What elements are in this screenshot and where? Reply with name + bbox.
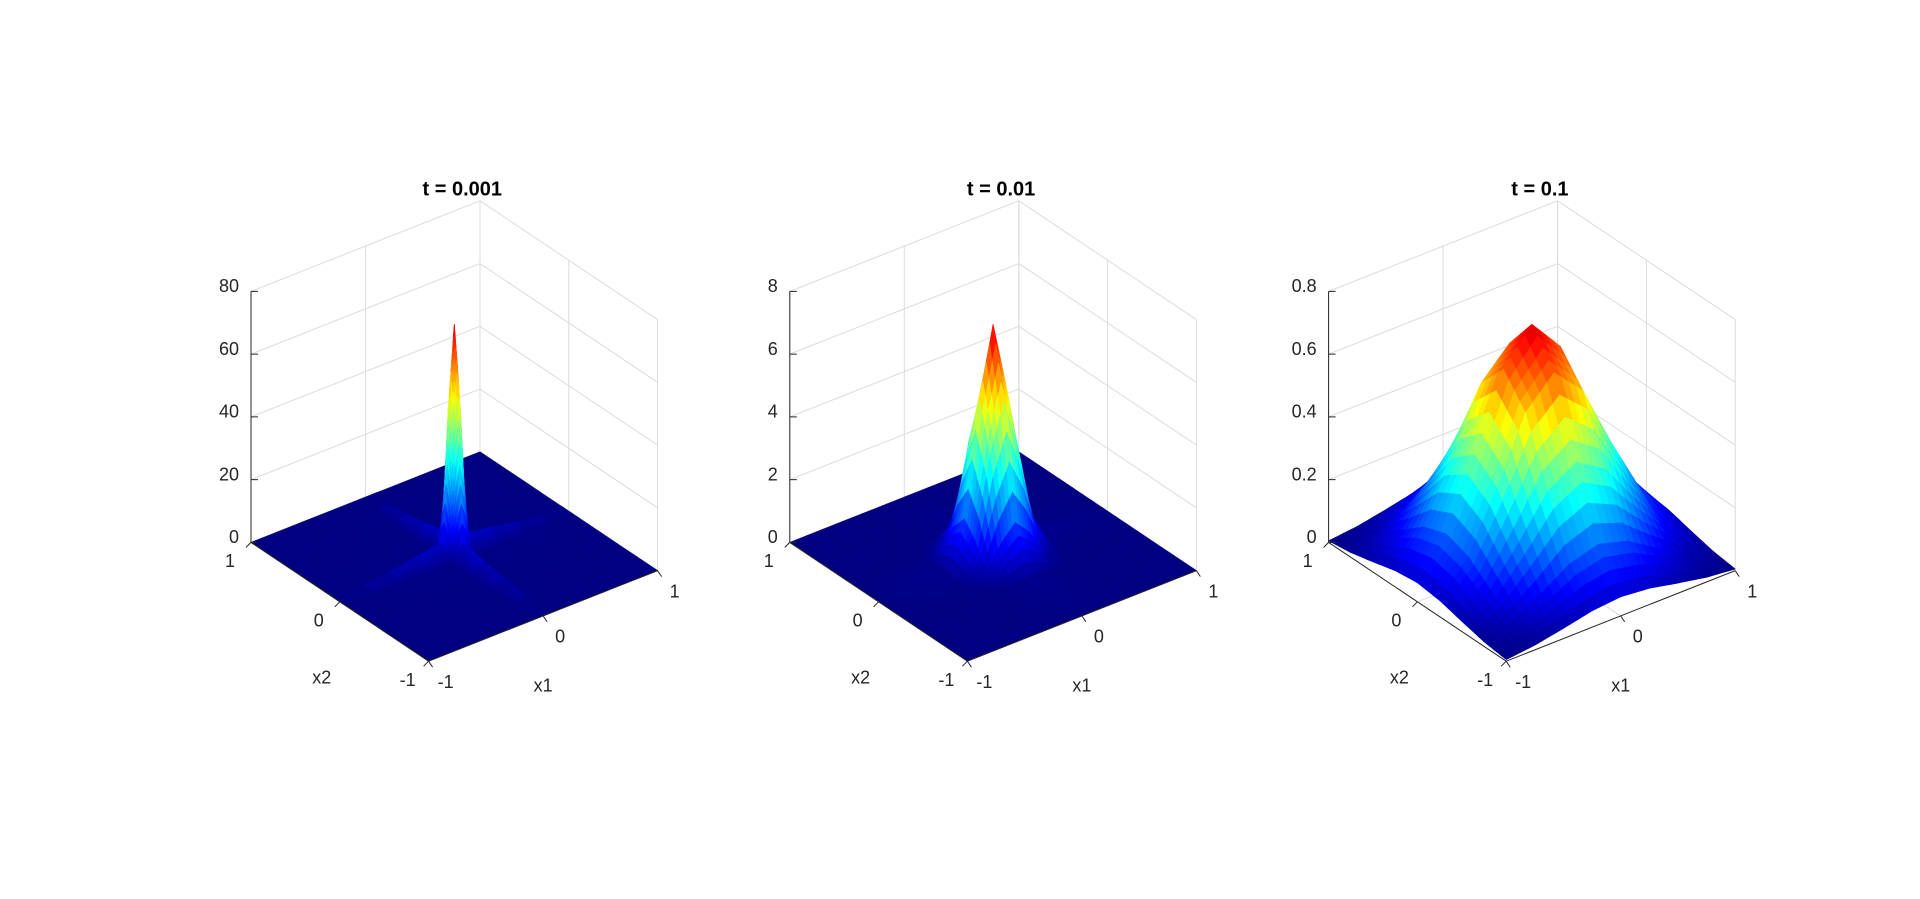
z-tick-label: 40 (219, 402, 239, 422)
subplot: 0 20 40 60 80 -1 0 1 -1 0 1 x1 x2 t = 0.001 (219, 178, 680, 695)
z-tick-label: 6 (768, 339, 778, 359)
y-tick-label: 1 (225, 551, 235, 571)
z-tick-label: 20 (219, 464, 239, 484)
chart-title: t = 0.1 (1511, 178, 1568, 200)
chart-title: t = 0.01 (967, 178, 1035, 200)
z-tick-label: 60 (219, 339, 239, 359)
x-tick-label: 1 (1208, 581, 1218, 601)
y-tick-label: 1 (1303, 551, 1313, 571)
x-tick (1505, 660, 1511, 668)
x-tick-label: 0 (1633, 627, 1643, 647)
y-tick (423, 660, 429, 667)
z-tick-label: 80 (219, 276, 239, 296)
y-tick (1500, 660, 1507, 667)
x-tick (1195, 570, 1201, 577)
x-tick (657, 570, 663, 577)
x-tick (428, 660, 434, 668)
z-tick-label: 0.4 (1292, 402, 1317, 422)
y-tick-label: 0 (314, 611, 324, 631)
x-tick-label: 0 (1094, 627, 1104, 647)
x-tick-label: -1 (976, 672, 992, 692)
z-tick-label: 0 (229, 527, 239, 547)
y-tick (784, 542, 791, 548)
surface-patch (1500, 650, 1514, 660)
z-tick-label: 8 (768, 276, 778, 296)
x-tick-label: 0 (555, 627, 565, 647)
subplot: 0 0.2 0.4 0.6 0.8 -1 0 1 -1 0 1 x1 x2 t = 0.1 (1292, 178, 1758, 695)
y-tick (334, 601, 341, 608)
y-axis-label: x2 (312, 668, 331, 688)
x-tick-label: -1 (438, 672, 454, 692)
z-tick-label: 2 (768, 464, 778, 484)
x-tick (1734, 570, 1740, 577)
subplot: 0 2 4 6 8 -1 0 1 -1 0 1 x1 x2 t = 0.01 (764, 178, 1219, 695)
x-axis-label: x1 (534, 676, 553, 696)
x-axis-label: x1 (1072, 676, 1091, 696)
y-axis-label: x2 (1390, 668, 1409, 688)
y-tick-label: 1 (764, 551, 774, 571)
x-tick-label: 1 (670, 581, 680, 601)
z-tick-label: 4 (768, 402, 778, 422)
x-tick (1620, 615, 1626, 623)
x-tick-label: 1 (1747, 581, 1757, 601)
z-tick-label: 0.2 (1292, 464, 1317, 484)
x-tick (542, 615, 548, 623)
y-tick (873, 601, 879, 608)
x-axis-label: x1 (1611, 676, 1630, 696)
y-tick-label: -1 (938, 670, 954, 690)
z-tick-label: 0.6 (1292, 339, 1317, 359)
y-axis-label: x2 (851, 668, 870, 688)
y-tick-label: 0 (1391, 611, 1401, 631)
y-tick-label: -1 (1477, 670, 1493, 690)
x-tick (966, 660, 972, 668)
z-tick-label: 0 (1307, 527, 1317, 547)
x-tick (1081, 615, 1087, 623)
y-tick (1412, 601, 1418, 608)
y-tick (245, 542, 252, 548)
chart-title: t = 0.001 (423, 178, 503, 200)
x-tick-label: -1 (1515, 672, 1531, 692)
z-tick-label: 0.8 (1292, 276, 1317, 296)
y-tick-label: 0 (853, 611, 863, 631)
y-tick (962, 660, 968, 667)
z-tick-label: 0 (768, 527, 778, 547)
y-tick-label: -1 (400, 670, 416, 690)
y-tick (1323, 542, 1329, 548)
